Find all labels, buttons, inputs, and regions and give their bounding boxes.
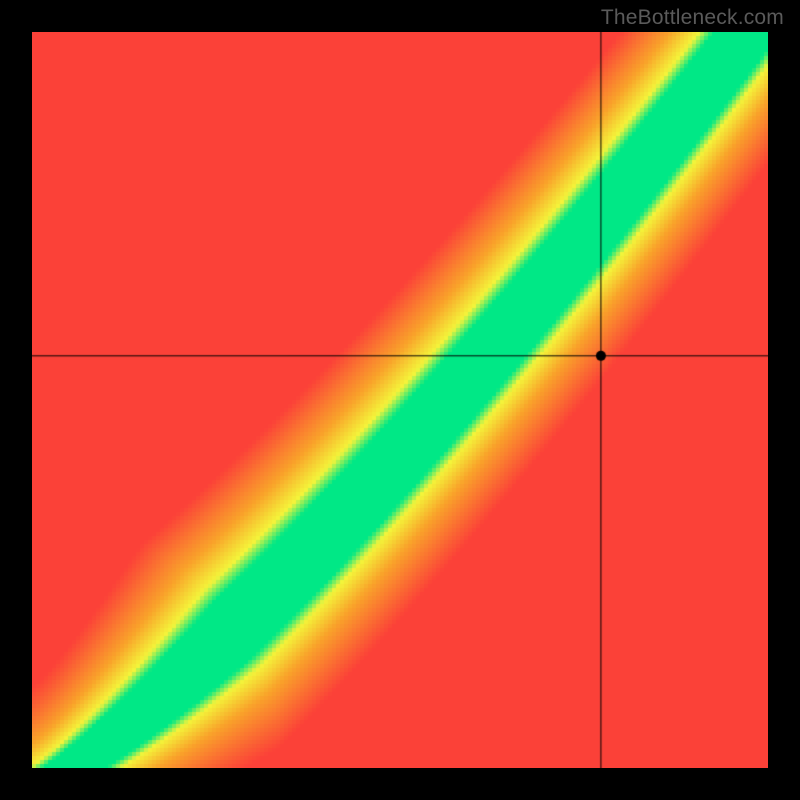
chart-container: TheBottleneck.com: [0, 0, 800, 800]
heatmap-plot: [32, 32, 768, 768]
heatmap-canvas: [32, 32, 768, 768]
watermark-text: TheBottleneck.com: [601, 6, 784, 30]
